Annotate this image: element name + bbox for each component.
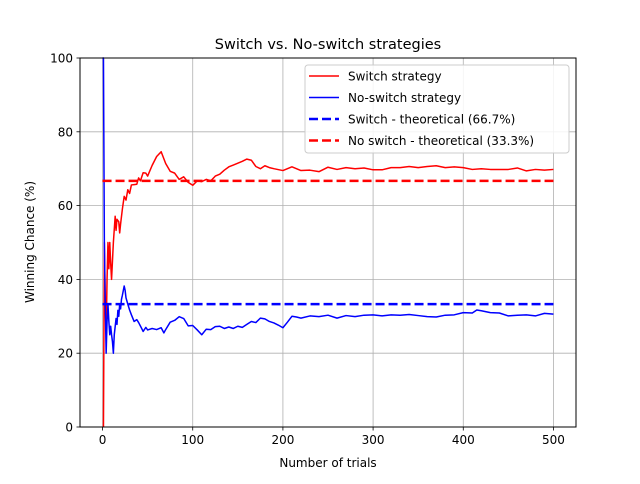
series-line-no-switch-strategy xyxy=(102,57,554,354)
x-tick-label: 300 xyxy=(362,433,385,447)
series-group xyxy=(102,57,554,428)
series-line-switch-strategy xyxy=(102,150,554,428)
legend-label: No switch - theoretical (33.3%) xyxy=(348,134,534,148)
plot-frame xyxy=(79,57,577,428)
y-tick-label: 100 xyxy=(50,52,73,66)
y-tick-label: 60 xyxy=(58,199,73,213)
legend-box xyxy=(304,64,570,154)
legend: Switch strategy No-switch strategy Switch … xyxy=(304,64,570,154)
y-tick-label: 20 xyxy=(58,347,73,361)
y-tick-label: 40 xyxy=(58,273,73,287)
y-tick-label: 80 xyxy=(58,125,73,139)
chart-title: Switch vs. No-switch strategies xyxy=(215,37,441,53)
x-tick-label: 400 xyxy=(452,433,475,447)
x-tick-label: 100 xyxy=(181,433,204,447)
legend-label: Switch strategy xyxy=(348,70,442,84)
ticks: 0 100 200 300 400 500 0 20 40 60 80 100 xyxy=(50,52,565,448)
x-tick-label: 500 xyxy=(542,433,565,447)
legend-label: Switch - theoretical (66.7%) xyxy=(348,113,515,127)
x-tick-label: 200 xyxy=(271,433,294,447)
x-tick-label: 0 xyxy=(99,433,107,447)
y-axis-label: Winning Chance (%) xyxy=(23,181,37,303)
legend-label: No-switch strategy xyxy=(348,91,461,105)
y-tick-label: 0 xyxy=(65,421,73,435)
x-axis-label: Number of trials xyxy=(279,456,376,470)
